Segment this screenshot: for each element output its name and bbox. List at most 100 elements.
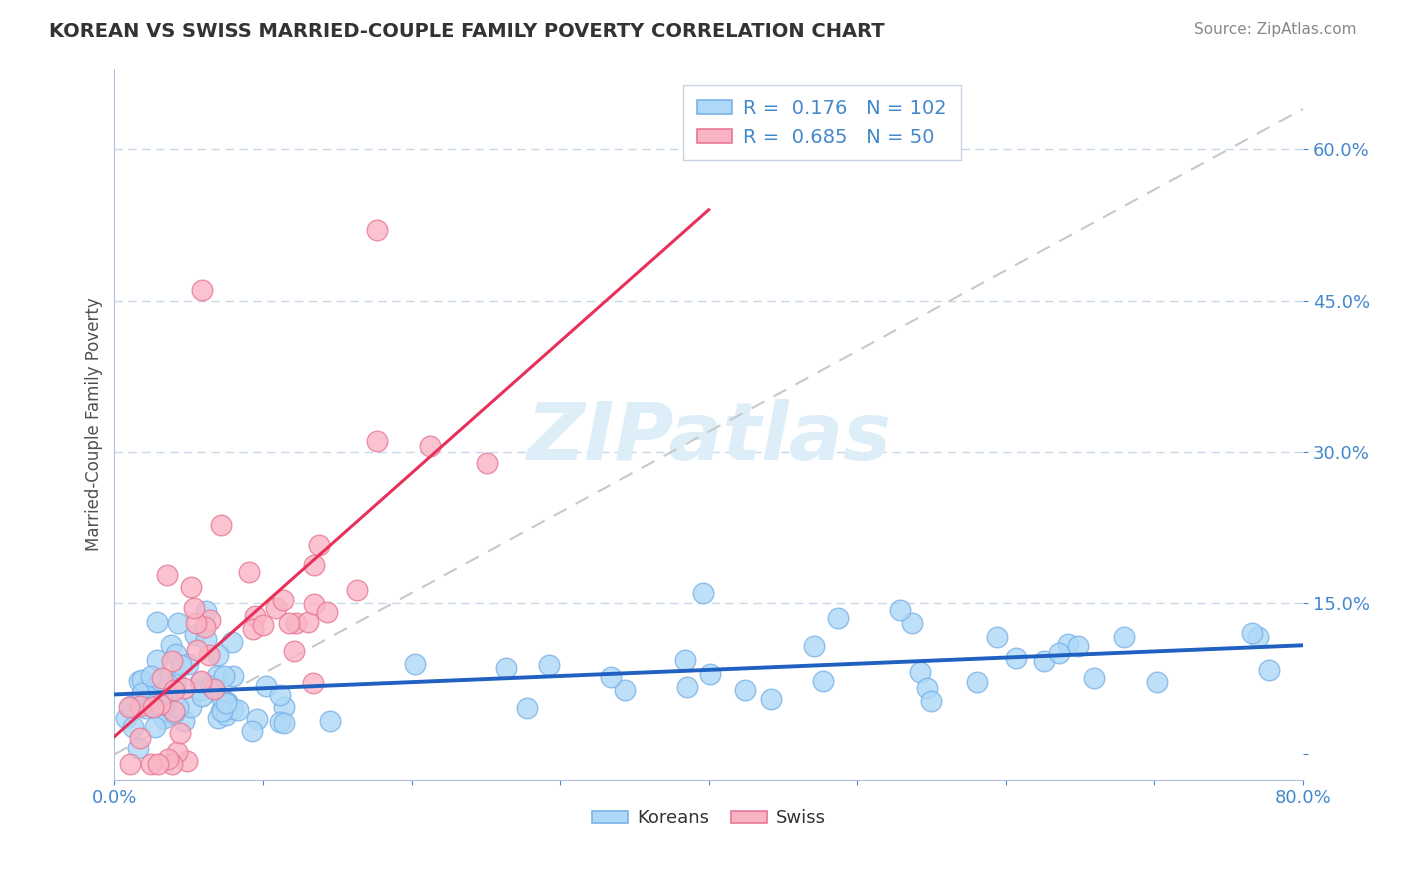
Point [205, 669, 228, 683]
Point [114, 711, 136, 725]
Point [217, 697, 239, 711]
Point [139, 698, 162, 713]
Point [734, 683, 756, 698]
Point [301, 676, 323, 690]
Point [121, 720, 143, 734]
Point [163, 706, 186, 720]
Point [157, 676, 180, 690]
Point [516, 700, 538, 714]
Point [1247, 630, 1270, 644]
Point [191, 689, 214, 703]
Point [134, 701, 156, 715]
Point [221, 634, 243, 648]
Point [209, 518, 232, 533]
Point [146, 685, 169, 699]
Point [156, 752, 179, 766]
Point [1112, 630, 1135, 644]
Point [1033, 654, 1056, 668]
Point [273, 715, 295, 730]
Point [162, 683, 184, 698]
Point [173, 681, 195, 696]
Point [195, 604, 218, 618]
Point [165, 648, 187, 662]
Point [419, 439, 441, 453]
Point [156, 688, 179, 702]
Point [191, 284, 214, 298]
Point [302, 558, 325, 572]
Point [277, 615, 299, 630]
Point [150, 706, 173, 720]
Point [1257, 663, 1279, 677]
Point [150, 688, 173, 702]
Point [120, 699, 142, 714]
Point [190, 673, 212, 688]
Point [271, 593, 294, 607]
Point [803, 640, 825, 654]
Point [673, 653, 696, 667]
Point [811, 673, 834, 688]
Point [127, 740, 149, 755]
Point [118, 757, 141, 772]
Point [150, 671, 173, 685]
Point [273, 699, 295, 714]
Point [675, 681, 697, 695]
Point [297, 615, 319, 629]
Y-axis label: Married-Couple Family Poverty: Married-Couple Family Poverty [86, 297, 103, 551]
Point [889, 603, 911, 617]
Point [238, 566, 260, 580]
Point [495, 661, 517, 675]
Point [160, 638, 183, 652]
Point [600, 670, 623, 684]
Point [131, 685, 153, 699]
Point [252, 617, 274, 632]
Point [131, 673, 153, 688]
Point [254, 679, 277, 693]
Point [211, 695, 233, 709]
Point [166, 699, 188, 714]
Point [128, 673, 150, 688]
Point [139, 669, 162, 683]
Point [901, 616, 924, 631]
Point [920, 694, 942, 708]
Point [222, 702, 245, 716]
Point [142, 694, 165, 708]
Point [194, 632, 217, 646]
Point [212, 669, 235, 683]
Point [264, 601, 287, 615]
Point [153, 698, 176, 712]
Point [215, 696, 238, 710]
Point [226, 703, 249, 717]
Point [1240, 626, 1263, 640]
Point [269, 714, 291, 729]
Point [209, 704, 232, 718]
Point [246, 712, 269, 726]
Point [198, 648, 221, 662]
Point [986, 631, 1008, 645]
Point [200, 679, 222, 693]
Point [366, 223, 388, 237]
Point [302, 597, 325, 611]
Point [153, 698, 176, 712]
Point [283, 644, 305, 658]
Legend: Koreans, Swiss: Koreans, Swiss [585, 802, 832, 835]
Point [129, 699, 152, 714]
Point [1083, 671, 1105, 685]
Point [145, 721, 167, 735]
Point [269, 688, 291, 702]
Point [127, 699, 149, 714]
Point [169, 725, 191, 739]
Point [146, 677, 169, 691]
Point [186, 643, 208, 657]
Point [153, 711, 176, 725]
Point [1146, 675, 1168, 690]
Point [166, 745, 188, 759]
Point [207, 711, 229, 725]
Point [163, 704, 186, 718]
Point [1067, 639, 1090, 653]
Point [165, 675, 187, 690]
Point [198, 614, 221, 628]
Point [1047, 646, 1070, 660]
Point [118, 699, 141, 714]
Point [180, 700, 202, 714]
Point [966, 674, 988, 689]
